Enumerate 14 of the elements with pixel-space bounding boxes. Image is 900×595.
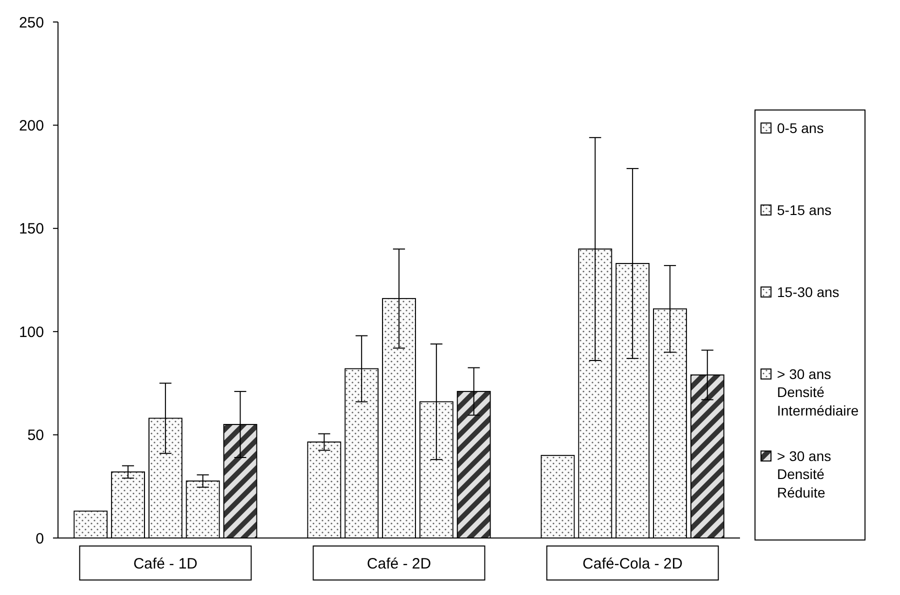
y-tick-label: 50 [27, 427, 44, 444]
y-tick-label: 200 [18, 117, 44, 134]
y-tick-label: 0 [36, 530, 44, 548]
x-tick-label: Café-Cola - 2D [582, 555, 683, 572]
legend-label: > 30 ans Densité Réduite [777, 448, 832, 500]
x-tick-label: Café - 1D [133, 555, 198, 572]
legend-label: 15-30 ans [777, 284, 840, 300]
legend-label: 5-15 ans [777, 202, 832, 218]
x-tick-label: Café - 2D [366, 555, 432, 572]
y-tick-label: 100 [18, 324, 44, 341]
legend-label: 0-5 ans [777, 120, 824, 136]
legend-label: > 30 ans Densité Intermédiaire [777, 366, 859, 418]
y-tick-label: 150 [18, 220, 44, 238]
y-tick-label: 250 [18, 14, 44, 32]
